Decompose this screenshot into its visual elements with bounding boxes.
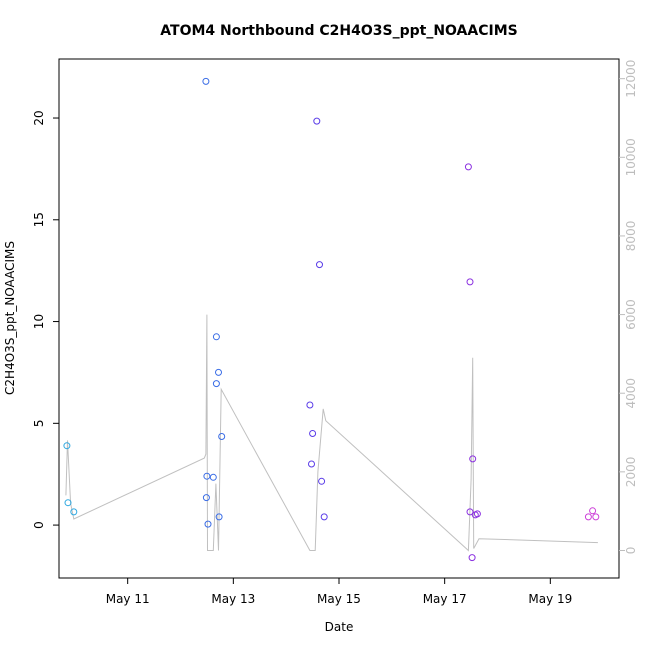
data-point: [592, 513, 600, 521]
data-point: [215, 368, 222, 376]
y2-tick-label: 12000: [624, 60, 638, 98]
x-tick-label: May 15: [317, 592, 361, 606]
data-point: [215, 513, 223, 521]
y2-tick-label: 4000: [624, 378, 638, 409]
y2-tick-label: 10000: [624, 138, 638, 176]
data-point: [212, 380, 220, 388]
data-point: [473, 510, 481, 518]
y2-tick-label: 8000: [624, 221, 638, 252]
x-axis: May 11 May 13 May 15 May 17 May 19: [106, 578, 572, 606]
data-point: [63, 442, 71, 450]
data-point: [316, 261, 323, 269]
y2-tick-label: 0: [624, 547, 638, 555]
data-point: [469, 455, 477, 463]
data-point: [203, 472, 211, 480]
y-tick-label: 5: [32, 419, 46, 427]
data-point: [464, 163, 472, 171]
x-tick-label: May 13: [211, 592, 255, 606]
data-point: [204, 520, 212, 528]
data-point: [466, 278, 474, 286]
data-point: [202, 77, 210, 85]
data-point: [64, 499, 72, 507]
y-tick-label: 0: [32, 521, 46, 529]
data-point: [589, 507, 597, 515]
x-tick-label: May 17: [423, 592, 467, 606]
y-tick-label: 10: [32, 314, 46, 329]
data-point: [468, 554, 476, 562]
data-point: [202, 494, 210, 502]
data-point: [306, 401, 314, 409]
data-point: [320, 513, 328, 521]
y2-tick-label: 6000: [624, 299, 638, 330]
data-point: [313, 117, 321, 125]
data-point: [308, 460, 315, 468]
plot-frame: [58, 58, 620, 579]
data-point: [212, 333, 220, 341]
y-axis-label: C2H4O3S_ppt_NOAACIMS: [3, 241, 17, 395]
data-point: [466, 508, 474, 516]
altitude-line: [65, 314, 598, 552]
y2-tick-label: 2000: [624, 457, 638, 488]
data-point: [218, 433, 226, 440]
y-tick-label: 15: [32, 212, 46, 227]
altitude-line-group: [65, 314, 598, 552]
data-point: [209, 473, 217, 481]
data-point: [309, 430, 317, 437]
y-axis-left: 0 5 10 15 20: [32, 110, 59, 529]
data-point: [70, 508, 78, 516]
y-axis-right: 0 2000 4000 6000 8000 10000 12000: [619, 60, 638, 555]
x-axis-label: Date: [325, 620, 354, 634]
chart-title: ATOM4 Northbound C2H4O3S_ppt_NOAACIMS: [160, 23, 517, 39]
data-point: [584, 513, 592, 521]
data-point: [318, 477, 326, 485]
x-tick-label: May 19: [528, 592, 572, 606]
data-points-group: [63, 77, 600, 562]
y-tick-label: 20: [32, 110, 46, 125]
x-tick-label: May 11: [106, 592, 150, 606]
